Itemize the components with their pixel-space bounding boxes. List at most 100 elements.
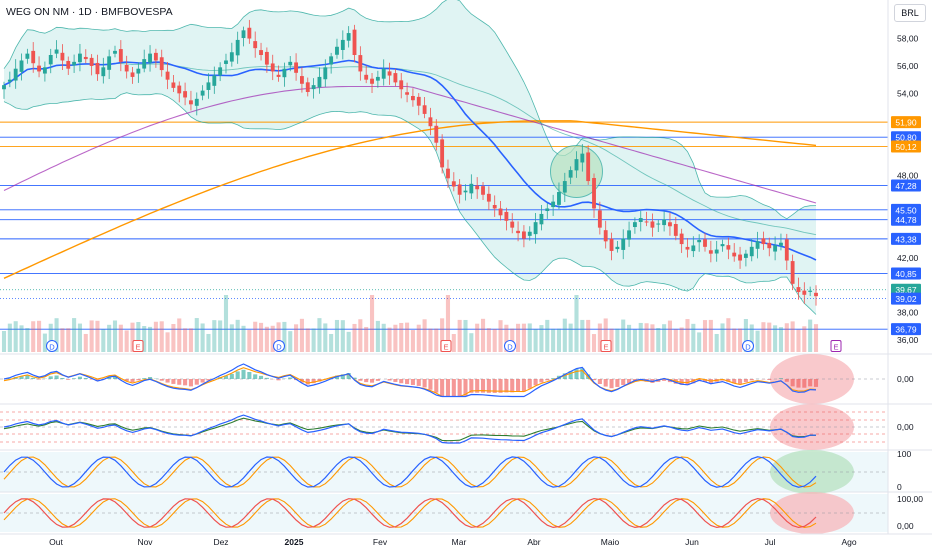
macd-hist-bar — [445, 379, 451, 397]
macd-hist-bar — [609, 379, 614, 389]
candle-body — [743, 253, 748, 258]
macd-hist-bar — [743, 379, 748, 383]
volume-bar — [405, 322, 410, 352]
volume-bar — [194, 318, 199, 352]
candle-body — [650, 221, 655, 228]
candle-body — [124, 64, 129, 72]
macd-hist-bar — [813, 379, 819, 387]
volume-bar — [329, 333, 334, 352]
macd-hist-bar — [200, 379, 205, 383]
event-label: E — [135, 343, 140, 352]
volume-bar — [480, 318, 486, 352]
y-tick-label: 58,00 — [897, 34, 919, 44]
y-tick-label: 54,00 — [897, 88, 919, 98]
volume-bar — [416, 324, 421, 352]
volume-bar — [305, 328, 310, 352]
candle-body — [808, 290, 813, 292]
y-tick-label: 42,00 — [897, 253, 919, 263]
macd-hist-bar — [159, 379, 164, 381]
macd-hist-bar — [235, 371, 240, 379]
volume-bar — [375, 320, 380, 352]
macd-hist-bar — [253, 374, 258, 379]
candle-body — [247, 27, 252, 39]
volume-bar — [627, 324, 632, 352]
indicator-panels — [0, 354, 888, 534]
candle-body — [720, 244, 725, 247]
macd-hist-bar — [340, 374, 345, 379]
volume-bar — [352, 323, 357, 352]
macd-hist-bar — [480, 379, 486, 393]
candle-body — [381, 68, 386, 79]
macd-hist-bar — [527, 379, 532, 389]
y-tick-label: 36,00 — [897, 335, 919, 345]
volume-bar — [738, 328, 743, 352]
macd-hist-bar — [369, 379, 375, 383]
candle-body — [2, 85, 6, 90]
macd-hist-bar — [802, 379, 807, 388]
volume-bar — [159, 321, 164, 352]
candle-body — [153, 52, 158, 61]
candle-body — [422, 105, 427, 114]
candle-body — [370, 78, 374, 84]
candle-body — [492, 204, 497, 209]
candle-body — [644, 221, 649, 223]
volume-bar — [574, 295, 579, 352]
level-label-5: 44,78 — [895, 215, 917, 225]
candle-body — [779, 242, 783, 246]
macd-hist-bar — [597, 379, 602, 384]
indicator-main-line — [3, 363, 817, 398]
y-tick-label: 38,00 — [897, 308, 919, 318]
candle-body — [621, 238, 626, 250]
x-tick-label: Abr — [527, 537, 540, 547]
candle-body — [25, 53, 30, 59]
candle-body — [136, 68, 141, 74]
event-marker — [46, 340, 58, 352]
candle-body — [276, 74, 281, 77]
macd-hist-bar — [258, 375, 264, 379]
macd-hist-bar — [539, 379, 544, 383]
macd-hist-bar — [37, 379, 42, 380]
level-label-4: 45,50 — [895, 205, 917, 215]
level-tag-2 — [891, 140, 921, 153]
level-label-1: 50,80 — [895, 133, 917, 143]
candle-body — [533, 222, 538, 235]
candle-body — [504, 211, 509, 221]
macd-hist-bar — [112, 376, 118, 379]
currency-button[interactable]: BRL — [894, 4, 926, 22]
candle-body — [206, 82, 211, 90]
candle-body — [603, 230, 608, 242]
macd-hist-bar — [142, 378, 147, 379]
volume-bar — [235, 319, 240, 352]
volume-bar — [498, 320, 503, 352]
sub-tick-label: 100,00 — [897, 494, 923, 504]
x-tick-label: Out — [49, 537, 63, 547]
candle-body — [749, 246, 754, 257]
macd-hist-bar — [440, 379, 445, 397]
macd-hist-bar — [615, 379, 620, 387]
volume-bar — [562, 318, 567, 352]
candle-body — [451, 181, 456, 187]
volume-bar — [691, 323, 696, 352]
macd-hist-bar — [486, 379, 491, 393]
chart-title: WEG ON NM · 1D · BMFBOVESPA — [6, 6, 173, 18]
candle-body — [656, 223, 661, 225]
candle-body — [78, 53, 82, 63]
volume-bar — [147, 326, 153, 352]
volume-bar — [142, 326, 147, 352]
candle-body — [405, 92, 410, 95]
macd-hist-bar — [533, 379, 538, 386]
x-tick-label: Jul — [765, 537, 776, 547]
candle-body — [189, 100, 193, 105]
sub-tick-label: 100 — [897, 449, 911, 459]
macd-hist-bar — [790, 379, 795, 387]
macd-hist-bar — [428, 379, 433, 390]
macd-hist-bar — [171, 379, 176, 384]
candle-body — [194, 98, 199, 106]
candle-body — [13, 68, 18, 81]
level-label-7: 40,85 — [895, 269, 917, 279]
macd-hist-bar — [510, 379, 515, 393]
candle-body — [697, 239, 702, 243]
volume-bar — [212, 320, 217, 352]
candle-body — [673, 224, 678, 236]
